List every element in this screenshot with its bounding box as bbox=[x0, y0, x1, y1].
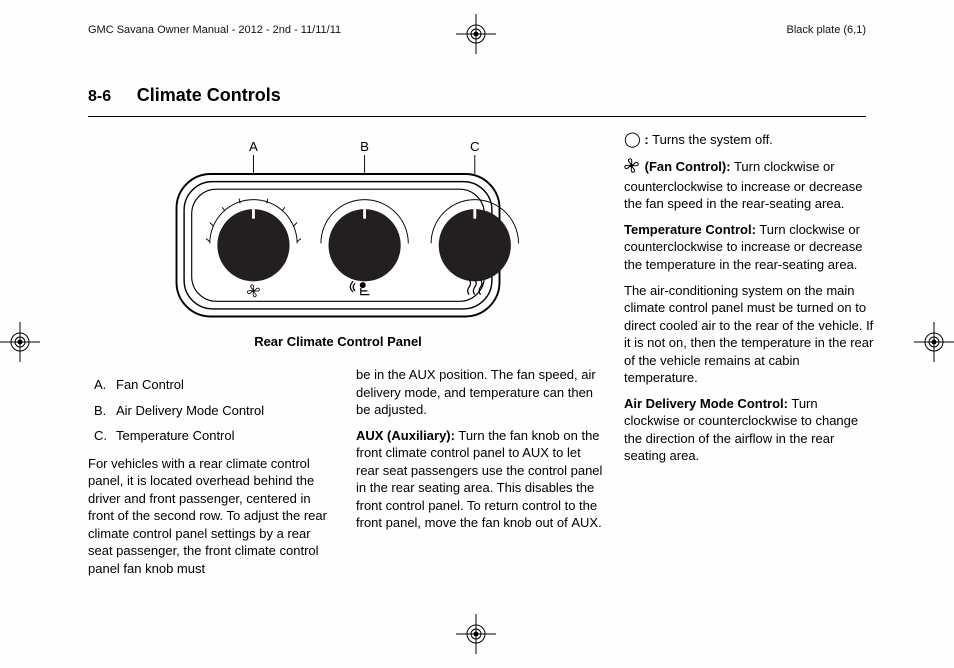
off-colon: : bbox=[641, 132, 649, 147]
panel-caption: Rear Climate Control Panel bbox=[88, 334, 588, 349]
legend-row: C. Temperature Control bbox=[88, 427, 338, 445]
paragraph: Temperature Control: Turn clockwise or c… bbox=[624, 221, 874, 274]
registration-mark-left bbox=[0, 322, 40, 362]
legend-letter: A. bbox=[88, 376, 116, 394]
fan-label: (Fan Control): bbox=[641, 159, 731, 174]
header-left: GMC Savana Owner Manual - 2012 - 2nd - 1… bbox=[88, 24, 341, 36]
panel-illustration: A B C bbox=[88, 136, 588, 326]
paragraph: AUX (Auxiliary): Turn the fan knob on th… bbox=[356, 427, 606, 532]
registration-mark-top bbox=[456, 14, 496, 54]
fan-icon bbox=[624, 158, 639, 178]
panel-legend: A. Fan Control B. Air Delivery Mode Cont… bbox=[88, 376, 338, 445]
aux-label: AUX (Auxiliary): bbox=[356, 428, 455, 443]
column-3: ◯ : Turns the system off. (Fan Control):… bbox=[624, 130, 874, 577]
legend-letter: B. bbox=[88, 402, 116, 420]
aux-text-content: Turn the fan knob on the front climate c… bbox=[356, 428, 602, 531]
paragraph: (Fan Control): Turn clockwise or counter… bbox=[624, 158, 874, 213]
panel-figure: A B C bbox=[88, 136, 588, 349]
legend-text: Air Delivery Mode Control bbox=[116, 402, 264, 420]
paragraph: Air Delivery Mode Control: Turn clockwis… bbox=[624, 395, 874, 465]
paragraph: For vehicles with a rear climate control… bbox=[88, 455, 338, 578]
page-title: Climate Controls bbox=[137, 85, 281, 105]
off-text: Turns the system off. bbox=[652, 132, 773, 147]
legend-text: Temperature Control bbox=[116, 427, 235, 445]
panel-label-c: C bbox=[470, 139, 480, 154]
panel-label-b: B bbox=[360, 139, 369, 154]
page-number: 8-6 bbox=[88, 88, 111, 106]
registration-mark-right bbox=[914, 322, 954, 362]
paragraph: ◯ : Turns the system off. bbox=[624, 130, 874, 150]
paragraph: The air-conditioning system on the main … bbox=[624, 282, 874, 387]
header-right: Black plate (6,1) bbox=[787, 24, 866, 36]
adm-label: Air Delivery Mode Control: bbox=[624, 396, 788, 411]
power-off-icon: ◯ bbox=[624, 131, 641, 148]
temp-label: Temperature Control: bbox=[624, 222, 756, 237]
panel-label-a: A bbox=[249, 139, 258, 154]
legend-letter: C. bbox=[88, 427, 116, 445]
registration-mark-bottom bbox=[456, 614, 496, 654]
paragraph: be in the AUX position. The fan speed, a… bbox=[356, 366, 606, 419]
legend-row: B. Air Delivery Mode Control bbox=[88, 402, 338, 420]
legend-row: A. Fan Control bbox=[88, 376, 338, 394]
page-heading: 8-6 Climate Controls bbox=[88, 85, 866, 117]
legend-text: Fan Control bbox=[116, 376, 184, 394]
